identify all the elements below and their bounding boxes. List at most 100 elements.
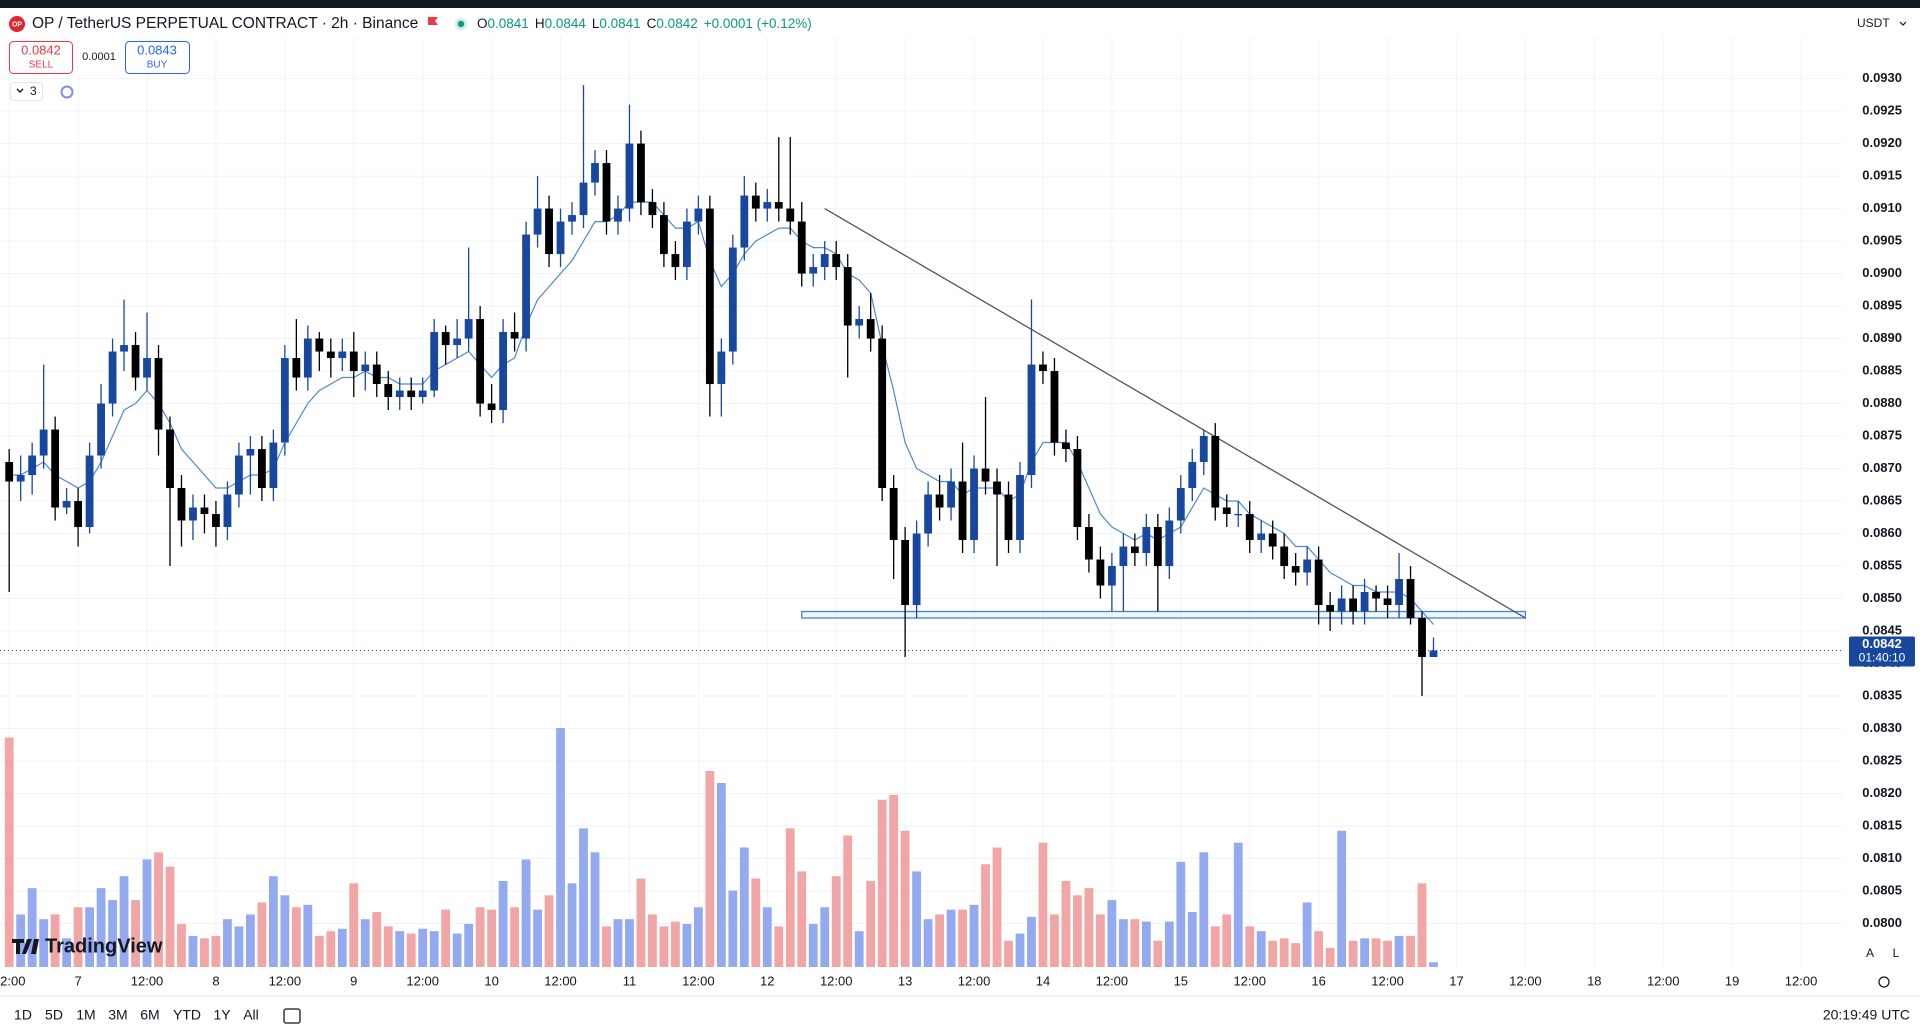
candle-body xyxy=(637,143,645,203)
volume-bar xyxy=(1360,938,1369,967)
candle-body xyxy=(407,390,416,398)
last-price-label: 0.0842 xyxy=(1862,636,1902,651)
y-tick-label: 0.0875 xyxy=(1862,427,1902,442)
candle-body xyxy=(1142,527,1151,554)
range-button[interactable]: All xyxy=(243,1007,259,1023)
candle-body xyxy=(556,221,565,255)
candle-body xyxy=(878,338,887,489)
candle-body xyxy=(510,332,519,339)
candle-body xyxy=(1165,520,1174,567)
sell-label: SELL xyxy=(29,60,54,71)
candle-body xyxy=(740,195,749,248)
x-tick-label: 12:00 xyxy=(682,973,715,988)
candle-body xyxy=(1372,592,1380,599)
candle-body xyxy=(131,345,140,378)
auto-scale-button[interactable]: A xyxy=(1866,946,1874,960)
candle-body xyxy=(189,507,197,521)
volume-bar xyxy=(1004,940,1013,967)
volume-bar xyxy=(1141,921,1151,967)
calendar-icon[interactable] xyxy=(283,1008,301,1024)
candle-body xyxy=(694,208,703,222)
volume-bar xyxy=(303,904,313,967)
volume-bar xyxy=(1394,935,1404,967)
indicators-toggle[interactable] xyxy=(10,82,43,101)
candle-body xyxy=(74,501,83,528)
volume-bar xyxy=(935,914,944,967)
range-button[interactable]: 1M xyxy=(76,1007,95,1023)
flag-icon[interactable] xyxy=(428,17,438,25)
y-tick-label: 0.0815 xyxy=(1862,817,1902,832)
candle-body xyxy=(487,403,496,411)
candle-body xyxy=(1085,527,1093,560)
symbol-title[interactable]: OP / TetherUS PERPETUAL CONTRACT · 2h · … xyxy=(32,15,418,32)
volume-bar xyxy=(234,926,244,967)
range-button[interactable]: 5D xyxy=(45,1007,63,1023)
y-tick-label: 0.0810 xyxy=(1862,850,1902,865)
loading-icon[interactable] xyxy=(60,85,74,99)
x-tick-label: 15 xyxy=(1174,973,1188,988)
candle-body xyxy=(614,208,622,222)
y-tick-label: 0.0885 xyxy=(1862,362,1902,377)
volume-bar xyxy=(108,900,117,967)
volume-bar xyxy=(866,880,876,967)
currency: USDT xyxy=(1857,16,1890,30)
buy-button[interactable] xyxy=(125,41,190,74)
candle-body xyxy=(763,202,772,209)
candle-body xyxy=(866,319,875,339)
range-button[interactable]: YTD xyxy=(173,1007,201,1023)
sell-button[interactable] xyxy=(9,41,73,74)
volume-bar xyxy=(705,771,715,967)
sell-price: 0.0842 xyxy=(21,42,61,57)
currency-select[interactable] xyxy=(1854,14,1915,35)
range-button[interactable]: 6M xyxy=(140,1007,159,1023)
settings-icon[interactable] xyxy=(1878,976,1890,988)
range-button[interactable]: 3M xyxy=(108,1007,127,1023)
moving-average xyxy=(9,201,1434,625)
volume-bar xyxy=(372,912,382,967)
volume-bar xyxy=(969,904,979,967)
candle-body xyxy=(843,267,852,326)
candle-body xyxy=(970,468,978,541)
y-tick-label: 0.0850 xyxy=(1862,590,1902,605)
x-tick-label: 11 xyxy=(623,973,637,988)
candle-body xyxy=(154,358,163,430)
brand-name: TradingView xyxy=(45,935,163,957)
x-tick-label: 9 xyxy=(350,973,357,988)
volume-bar xyxy=(200,938,209,967)
volume-bar xyxy=(1429,962,1438,967)
log-scale-button[interactable]: L xyxy=(1893,946,1900,960)
y-tick-label: 0.0835 xyxy=(1862,687,1902,702)
volume-bar xyxy=(245,914,255,967)
y-tick-label: 0.0920 xyxy=(1862,135,1902,150)
candle-body xyxy=(453,338,462,346)
volume-bar xyxy=(1406,935,1415,967)
y-tick-label: 0.0890 xyxy=(1862,330,1902,345)
clock: 20:19:49 UTC xyxy=(1823,1007,1910,1023)
candle-body xyxy=(912,533,921,606)
candle-body xyxy=(62,501,71,508)
x-tick-label: 19 xyxy=(1725,973,1739,988)
candle-body xyxy=(1130,546,1139,554)
candle-body xyxy=(947,481,955,508)
volume-bar xyxy=(395,931,405,967)
candle-body xyxy=(235,455,243,495)
volume-bar xyxy=(406,933,416,967)
range-button[interactable]: 1D xyxy=(14,1007,32,1023)
candle-body xyxy=(315,338,324,352)
volume-bar xyxy=(820,907,830,967)
volume-bar xyxy=(1314,931,1324,967)
candle-body xyxy=(166,429,174,489)
volume-bar xyxy=(1245,926,1255,967)
candle-body xyxy=(1016,475,1024,541)
candle-body xyxy=(280,358,289,443)
volume-bar xyxy=(670,921,680,967)
range-button[interactable]: 1Y xyxy=(213,1007,231,1023)
ohlc-key: L xyxy=(592,16,600,31)
candle-body xyxy=(1188,462,1197,489)
x-tick-label: 8 xyxy=(212,973,219,988)
volume-bar xyxy=(50,914,60,967)
candle-body xyxy=(751,195,760,209)
x-tick-label: 12:00 xyxy=(269,973,302,988)
volume-bar xyxy=(648,914,657,967)
